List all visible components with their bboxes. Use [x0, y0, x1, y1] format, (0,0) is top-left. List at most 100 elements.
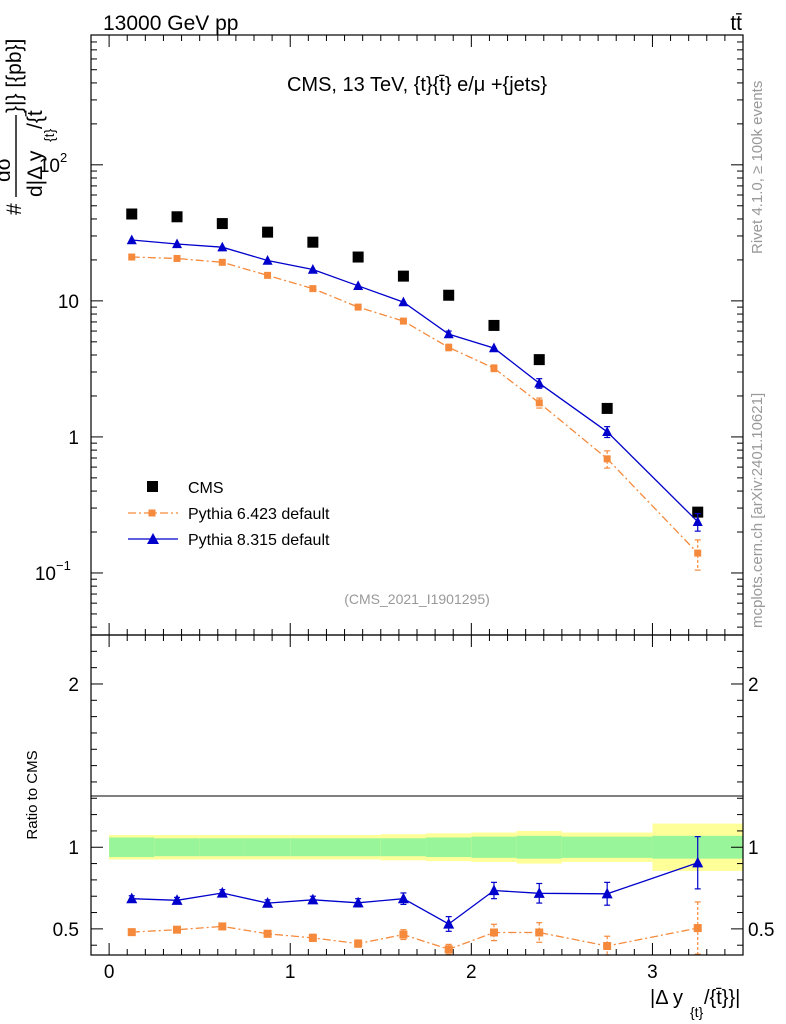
ratio-band-inner — [154, 838, 200, 857]
main-point-cms — [307, 236, 319, 248]
main-point-pythia8 — [262, 255, 273, 265]
chart-title: CMS, 13 TeV, {t}{t̄} e/μ +{jets} — [287, 74, 547, 96]
main-point-pythia8 — [172, 238, 183, 249]
main-point-pythia6 — [490, 364, 498, 372]
main-point-pythia6 — [535, 399, 543, 407]
ratio-y-tick-label-left: 2 — [68, 675, 79, 696]
main-point-pythia6 — [354, 303, 362, 311]
ratio-point-pythia6 — [444, 945, 453, 954]
main-point-cms — [601, 402, 613, 414]
ratio-point-pythia8 — [692, 856, 704, 868]
x-tick-label: 3 — [647, 962, 658, 983]
legend-cms-marker — [147, 481, 158, 492]
main-point-cms — [692, 506, 704, 518]
ratio-band-inner — [471, 836, 517, 858]
ratio-line-pythia8 — [131, 862, 698, 925]
legend-pythia6-label: Pythia 6.423 default — [188, 506, 330, 523]
main-point-cms — [352, 251, 364, 263]
ratio-point-pythia8 — [262, 897, 274, 908]
main-y-tick-label: 1 — [68, 428, 79, 449]
ratio-band-inner — [426, 837, 472, 858]
main-point-pythia8 — [353, 280, 364, 291]
ratio-y-tick-label-left: 0.5 — [53, 920, 79, 941]
ratio-point-pythia6 — [173, 925, 182, 934]
ratio-point-pythia6 — [218, 922, 227, 931]
main-point-pythia6 — [445, 343, 453, 351]
main-y-axis-label: # dσ d|Δ y {t} /{t̄ }|} [{pb}] — [0, 39, 57, 215]
y-label-tail: /{t̄ — [24, 110, 47, 129]
ratio-uncertainty-bands — [109, 823, 743, 871]
ratio-tick-labels: 0.5 0.5 1 1 2 2 0 1 2 3 — [53, 675, 775, 983]
y-label-hash: # — [3, 203, 26, 215]
ratio-y-tick-label-right: 0.5 — [748, 920, 774, 941]
ratio-point-pythia6 — [489, 928, 498, 937]
main-series — [126, 208, 704, 571]
ratio-y-axis-label: Ratio to CMS — [24, 750, 41, 839]
main-point-pythia8 — [692, 516, 703, 526]
main-point-pythia8 — [602, 426, 613, 437]
main-point-pythia8 — [217, 241, 228, 252]
ratio-point-pythia6 — [308, 933, 317, 942]
ratio-band-inner — [335, 838, 381, 857]
main-point-pythia6 — [694, 549, 702, 557]
main-point-pythia6 — [264, 271, 272, 279]
ratio-band-inner — [109, 837, 155, 858]
main-y-tick-label: 10 — [39, 156, 60, 177]
main-point-pythia8 — [443, 328, 454, 339]
ratio-series — [126, 836, 704, 956]
legend-pythia8-marker — [147, 533, 159, 544]
main-line-pythia6 — [131, 256, 699, 554]
main-point-cms — [397, 270, 409, 282]
legend-pythia6-marker — [148, 509, 156, 517]
main-y-tick-label-exponent: −1 — [56, 558, 71, 573]
main-point-pythia8 — [307, 264, 318, 274]
ratio-point-pythia6 — [535, 928, 544, 937]
ratio-band-inner — [380, 838, 427, 857]
ratio-point-pythia6 — [127, 928, 136, 937]
ratio-point-pythia8 — [488, 884, 500, 896]
main-point-pythia6 — [128, 253, 136, 261]
header-process: tt̄ — [730, 12, 742, 35]
ratio-point-pythia8 — [397, 892, 409, 904]
x-axis-label: |Δ y {t} /{t̄}}| — [650, 987, 740, 1020]
ratio-y-tick-label-right: 2 — [748, 675, 759, 696]
main-point-pythia6 — [399, 317, 407, 325]
y-label-denominator: d|Δ y — [24, 150, 47, 197]
main-point-pythia8 — [488, 342, 499, 353]
main-y-tick-label-exponent: 2 — [60, 150, 67, 165]
ratio-point-pythia6 — [263, 929, 272, 938]
main-point-cms — [216, 218, 228, 230]
ratio-panel: 0.5 0.5 1 1 2 2 0 1 2 3 Ratio to CMS |Δ y {t} /{t… — [24, 634, 775, 1020]
main-point-cms — [488, 319, 500, 331]
ratio-y-tick-label-left: 1 — [68, 838, 79, 859]
main-point-cms — [171, 211, 183, 223]
analysis-id: (CMS_2021_I1901295) — [344, 591, 490, 607]
y-label-unit: }|} [{pb}] — [3, 39, 26, 113]
ratio-band-inner — [290, 838, 336, 857]
main-point-pythia6 — [309, 285, 317, 293]
legend: CMS Pythia 6.423 default Pythia 8.315 de… — [128, 480, 330, 549]
legend-cms-label: CMS — [188, 480, 224, 497]
legend-cms: CMS — [147, 480, 224, 497]
ratio-point-pythia8 — [533, 887, 545, 898]
mcplots-label: mcplots.cern.ch [arXiv:2401.10621] — [749, 393, 766, 628]
main-point-pythia6 — [173, 254, 181, 262]
ratio-point-pythia8 — [601, 887, 613, 899]
x-tick-label: 2 — [466, 962, 477, 983]
ratio-point-pythia8 — [443, 917, 455, 929]
legend-pythia8: Pythia 8.315 default — [128, 532, 330, 549]
ratio-point-pythia8 — [171, 894, 183, 905]
main-line-pythia8 — [131, 239, 699, 523]
ratio-band-inner — [199, 838, 245, 857]
ratio-point-pythia6 — [603, 942, 612, 951]
y-label-numerator: dσ — [0, 157, 15, 182]
main-y-tick-label: 10 — [58, 292, 79, 313]
y-label-subscript: {t} — [41, 128, 57, 142]
ratio-y-tick-label-right: 1 — [748, 838, 759, 859]
header-energy: 13000 GeV pp — [103, 12, 238, 35]
main-y-ticks — [91, 34, 744, 635]
x-label-pre: |Δ y — [650, 987, 683, 1009]
